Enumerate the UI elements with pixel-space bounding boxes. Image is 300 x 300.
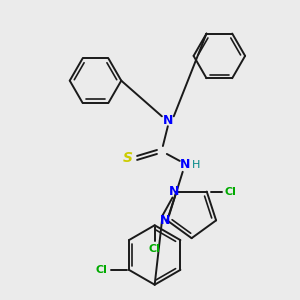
Text: N: N	[179, 158, 190, 171]
Text: S: S	[123, 151, 133, 165]
Text: N: N	[160, 214, 170, 227]
Text: Cl: Cl	[149, 244, 161, 254]
Text: Cl: Cl	[225, 187, 236, 196]
Text: N: N	[169, 185, 180, 198]
Text: N: N	[163, 114, 173, 127]
Text: Cl: Cl	[95, 265, 107, 275]
Text: H: H	[191, 160, 200, 170]
